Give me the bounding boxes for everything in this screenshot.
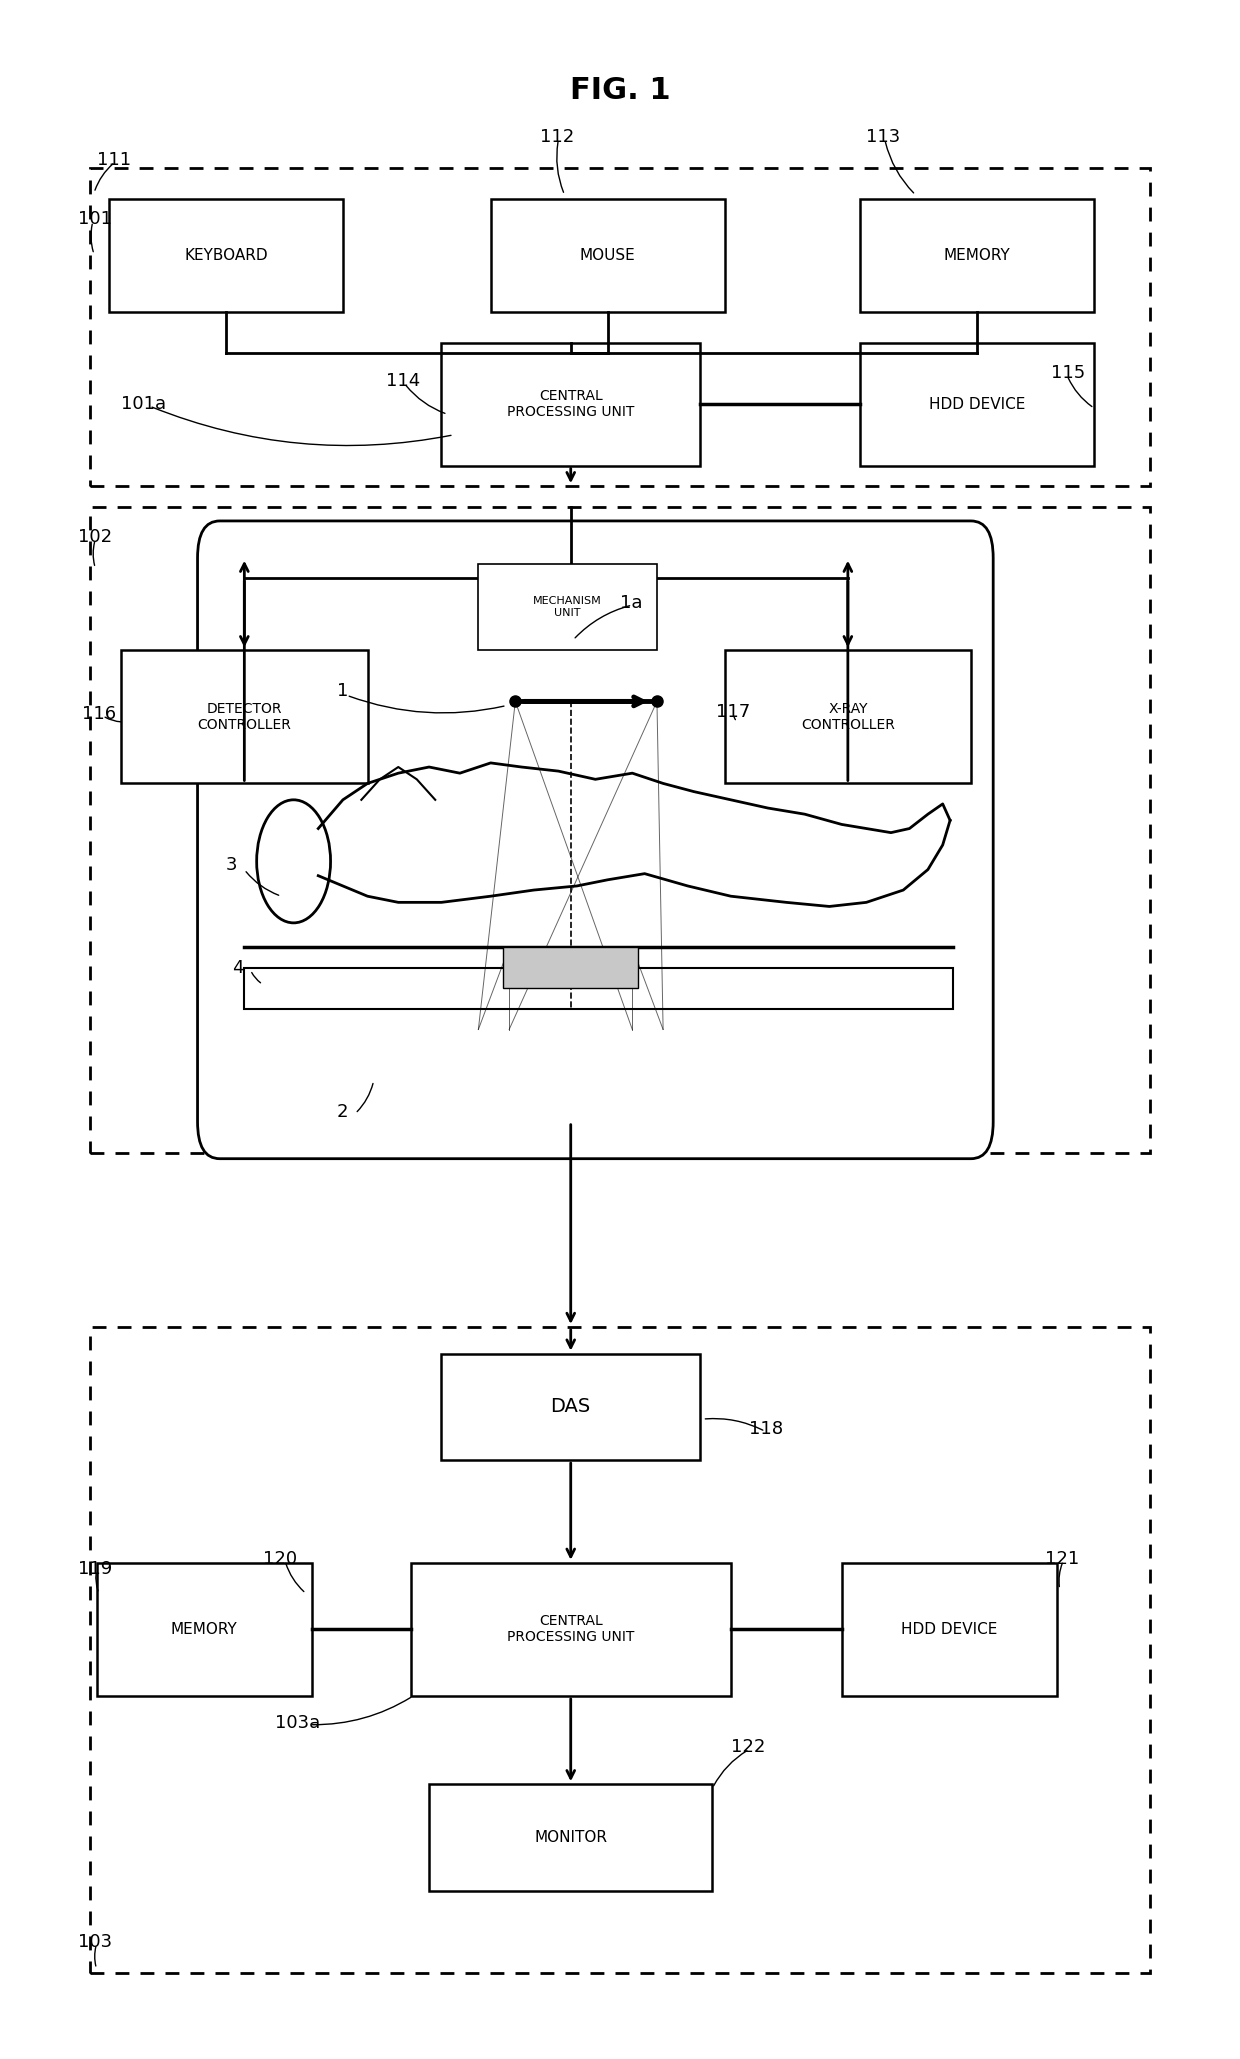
Text: KEYBOARD: KEYBOARD: [184, 247, 268, 264]
Text: 2: 2: [337, 1102, 348, 1120]
Text: DETECTOR
CONTROLLER: DETECTOR CONTROLLER: [197, 702, 291, 731]
Text: 121: 121: [1045, 1550, 1079, 1567]
Text: 1a: 1a: [620, 593, 642, 612]
Text: MEMORY: MEMORY: [944, 247, 1011, 264]
Text: DAS: DAS: [551, 1398, 590, 1417]
Text: CENTRAL
PROCESSING UNIT: CENTRAL PROCESSING UNIT: [507, 1614, 635, 1645]
Bar: [97, 1563, 312, 1697]
Bar: [429, 1785, 712, 1890]
Text: 103: 103: [78, 1933, 112, 1952]
Bar: [109, 200, 343, 311]
Text: FIG. 1: FIG. 1: [569, 76, 671, 105]
Text: MECHANISM
UNIT: MECHANISM UNIT: [533, 597, 603, 618]
Text: CENTRAL
PROCESSING UNIT: CENTRAL PROCESSING UNIT: [507, 389, 635, 420]
Text: 116: 116: [82, 704, 115, 723]
Bar: [861, 200, 1094, 311]
Bar: [244, 968, 952, 1009]
Bar: [479, 564, 657, 651]
Bar: [122, 651, 367, 782]
Text: 122: 122: [730, 1738, 765, 1756]
Bar: [441, 1353, 701, 1460]
Bar: [842, 1563, 1058, 1697]
Text: 102: 102: [78, 529, 112, 546]
Bar: [441, 342, 701, 465]
Bar: [861, 342, 1094, 465]
Text: X-RAY
CONTROLLER: X-RAY CONTROLLER: [801, 702, 895, 731]
Text: 120: 120: [263, 1550, 296, 1567]
Text: 112: 112: [539, 128, 574, 146]
Text: 118: 118: [749, 1421, 784, 1439]
Text: 117: 117: [715, 702, 750, 721]
Text: 115: 115: [1052, 364, 1085, 383]
Bar: [91, 169, 1149, 486]
Text: MEMORY: MEMORY: [171, 1622, 238, 1637]
Text: 113: 113: [867, 128, 900, 146]
Text: 119: 119: [78, 1561, 113, 1577]
Text: 4: 4: [232, 959, 243, 976]
Bar: [91, 507, 1149, 1153]
Text: 1: 1: [337, 682, 348, 700]
Text: MOUSE: MOUSE: [580, 247, 636, 264]
Bar: [724, 651, 971, 782]
Text: 111: 111: [97, 150, 130, 169]
Text: HDD DEVICE: HDD DEVICE: [929, 397, 1025, 412]
Text: 101: 101: [78, 210, 112, 229]
Bar: [503, 947, 639, 988]
Bar: [491, 200, 724, 311]
Bar: [410, 1563, 730, 1697]
Bar: [91, 1326, 1149, 1973]
Text: 3: 3: [226, 857, 237, 875]
FancyBboxPatch shape: [197, 521, 993, 1159]
Text: 103a: 103a: [275, 1713, 320, 1732]
Text: 101a: 101a: [122, 395, 166, 414]
Text: HDD DEVICE: HDD DEVICE: [901, 1622, 998, 1637]
Text: 114: 114: [386, 373, 420, 391]
Text: MONITOR: MONITOR: [534, 1830, 608, 1845]
